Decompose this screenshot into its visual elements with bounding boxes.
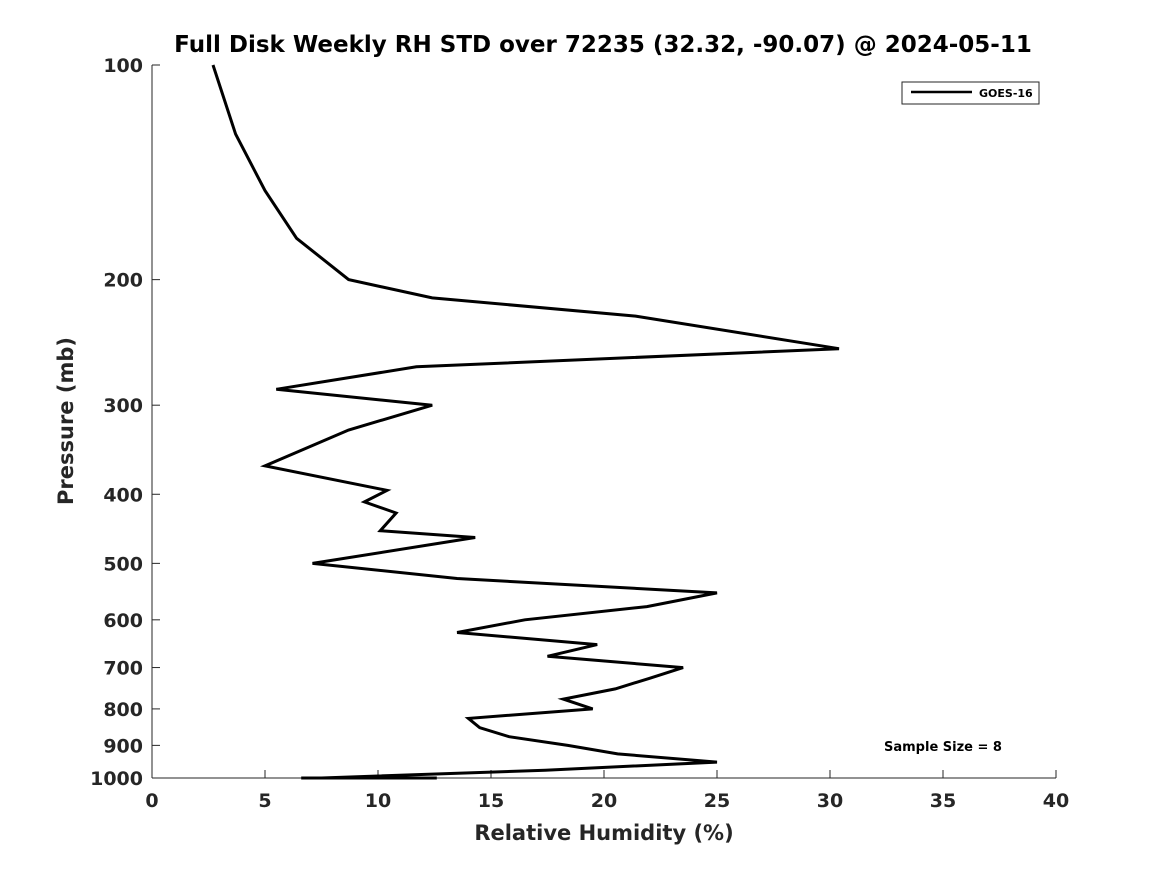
x-tick-label: 35	[930, 790, 956, 812]
x-tick-label: 25	[704, 790, 730, 812]
y-tick-label: 700	[103, 658, 143, 680]
x-tick-label: 0	[145, 790, 158, 812]
x-tick-label: 5	[258, 790, 271, 812]
y-axis: 100 200 300 400 500 600 700 800 900 1000	[90, 55, 160, 790]
series-line-goes-16	[211, 64, 840, 780]
y-tick-label: 100	[103, 55, 143, 77]
plot-area	[152, 65, 1056, 778]
series-layer	[211, 64, 840, 780]
sample-size-annotation: Sample Size = 8	[884, 740, 1002, 755]
y-tick-label: 200	[103, 270, 143, 292]
x-tick-label: 40	[1043, 790, 1069, 812]
legend-label-goes-16: GOES-16	[979, 87, 1033, 100]
y-axis-label: Pressure (mb)	[54, 337, 78, 505]
x-tick-label: 15	[478, 790, 504, 812]
x-tick-label: 20	[591, 790, 617, 812]
y-tick-label: 1000	[90, 768, 143, 790]
y-tick-label: 400	[103, 484, 143, 506]
y-tick-label: 800	[103, 699, 143, 721]
y-tick-label: 500	[103, 553, 143, 575]
x-axis-label: Relative Humidity (%)	[474, 821, 733, 845]
y-tick-label: 900	[103, 735, 143, 757]
y-tick-label: 600	[103, 610, 143, 632]
y-tick-label: 300	[103, 395, 143, 417]
legend: GOES-16	[901, 81, 1040, 105]
x-tick-label: 10	[365, 790, 391, 812]
x-tick-label: 30	[817, 790, 843, 812]
chart-title: Full Disk Weekly RH STD over 72235 (32.3…	[174, 32, 1032, 58]
